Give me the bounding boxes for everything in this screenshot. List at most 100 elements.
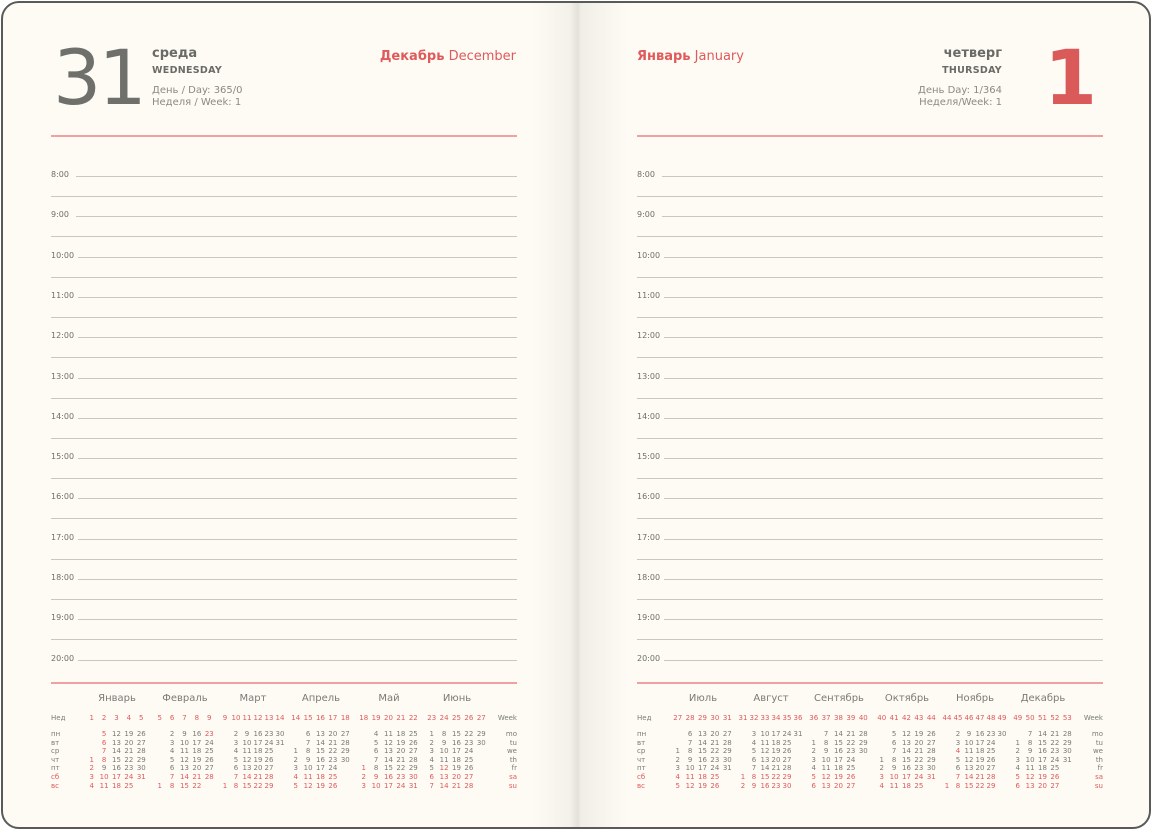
hour-line[interactable]	[662, 176, 1103, 177]
calendar-day[interactable]: 6	[233, 764, 239, 773]
calendar-day[interactable]: 2	[879, 764, 884, 773]
calendar-day[interactable]: 13	[439, 773, 449, 781]
calendar-day[interactable]: 18	[834, 764, 843, 773]
calendar-day[interactable]: 28	[408, 755, 418, 764]
calendar-day[interactable]: 26	[136, 730, 146, 738]
calendar-day[interactable]: 14	[439, 781, 449, 790]
calendar-day[interactable]: 2	[233, 730, 239, 738]
calendar-day[interactable]: 20	[834, 781, 843, 790]
calendar-day[interactable]: 31	[275, 738, 285, 747]
calendar-day[interactable]: 6	[891, 738, 897, 747]
calendar-day[interactable]: 1	[879, 755, 884, 764]
calendar-day[interactable]: 15	[452, 730, 461, 738]
hour-line[interactable]	[76, 458, 517, 460]
half-hour-line[interactable]	[51, 196, 517, 197]
hour-line[interactable]	[662, 538, 1103, 540]
calendar-day[interactable]: 4	[811, 764, 816, 773]
hour-line[interactable]	[76, 256, 517, 258]
calendar-day[interactable]: 7	[429, 781, 434, 790]
calendar-day[interactable]: 1	[811, 738, 816, 747]
calendar-day[interactable]: 9	[1027, 747, 1033, 756]
hour-line[interactable]	[662, 579, 1103, 580]
calendar-day[interactable]: 17	[192, 738, 202, 747]
calendar-day[interactable]: 3	[751, 730, 757, 738]
calendar-day[interactable]: 22	[710, 747, 720, 756]
calendar-day[interactable]: 3	[233, 738, 239, 747]
calendar-day[interactable]: 19	[124, 730, 134, 738]
calendar-day[interactable]: 18	[1038, 764, 1047, 773]
calendar-day[interactable]: 9	[966, 730, 972, 738]
calendar-day[interactable]: 22	[253, 781, 263, 790]
calendar-day[interactable]: 7	[891, 747, 897, 756]
calendar-day[interactable]: 23	[396, 773, 406, 781]
calendar-day[interactable]: 13	[112, 738, 121, 747]
calendar-day[interactable]: 24	[1050, 755, 1060, 764]
calendar-day[interactable]: 9	[441, 738, 447, 747]
calendar-day[interactable]: 28	[986, 773, 996, 781]
calendar-day[interactable]: 18	[771, 738, 781, 747]
calendar-day[interactable]: 27	[340, 730, 350, 738]
calendar-day[interactable]: 29	[136, 755, 146, 764]
calendar-day[interactable]: 4	[429, 755, 434, 764]
calendar-day[interactable]: 1	[675, 747, 680, 756]
calendar-day[interactable]: 24	[710, 764, 720, 773]
calendar-day[interactable]: 21	[710, 738, 720, 747]
calendar-day[interactable]: 24	[846, 755, 856, 764]
calendar-day[interactable]: 17	[253, 738, 263, 747]
calendar-day[interactable]: 28	[204, 773, 214, 781]
calendar-day[interactable]: 1	[944, 781, 950, 790]
calendar-day[interactable]: 11	[439, 755, 449, 764]
half-hour-line[interactable]	[51, 357, 517, 359]
calendar-day[interactable]: 11	[760, 738, 770, 747]
calendar-day[interactable]: 28	[340, 738, 350, 747]
calendar-day[interactable]: 18	[452, 755, 461, 764]
calendar-day[interactable]: 15	[384, 764, 393, 773]
calendar-day[interactable]: 7	[1027, 730, 1033, 738]
calendar-day[interactable]: 12	[1025, 773, 1035, 781]
calendar-day[interactable]: 23	[464, 738, 474, 747]
calendar-day[interactable]: 28	[464, 781, 474, 790]
calendar-day[interactable]: 15	[242, 781, 252, 790]
calendar-day[interactable]: 15	[316, 747, 325, 756]
calendar-day[interactable]: 23	[846, 747, 856, 756]
calendar-day[interactable]: 22	[124, 755, 134, 764]
calendar-day[interactable]: 14	[384, 755, 393, 764]
calendar-day[interactable]: 25	[914, 781, 924, 790]
calendar-day[interactable]: 9	[687, 755, 693, 764]
calendar-day[interactable]: 15	[112, 755, 121, 764]
calendar-day[interactable]: 1	[429, 730, 434, 738]
calendar-day[interactable]: 13	[316, 730, 325, 738]
calendar-day[interactable]: 24	[204, 738, 214, 747]
calendar-day[interactable]: 21	[253, 773, 263, 781]
calendar-day[interactable]: 8	[233, 781, 239, 790]
calendar-day[interactable]: 26	[710, 781, 720, 790]
calendar-day[interactable]: 5	[891, 730, 897, 738]
calendar-day[interactable]: 4	[1015, 764, 1020, 773]
calendar-day[interactable]: 25	[710, 773, 720, 781]
calendar-day[interactable]: 18	[396, 730, 406, 738]
calendar-day[interactable]: 19	[1038, 773, 1047, 781]
calendar-day[interactable]: 11	[889, 781, 899, 790]
calendar-day[interactable]: 12	[303, 781, 313, 790]
half-hour-line[interactable]	[637, 639, 1103, 641]
calendar-day[interactable]: 5	[811, 773, 816, 781]
calendar-day[interactable]: 19	[771, 747, 781, 756]
calendar-day[interactable]: 19	[192, 755, 202, 764]
calendar-day[interactable]: 16	[452, 738, 461, 747]
calendar-day[interactable]: 12	[964, 755, 974, 764]
calendar-day[interactable]: 22	[396, 764, 406, 773]
calendar-day[interactable]: 26	[1050, 773, 1060, 781]
calendar-day[interactable]: 24	[464, 747, 474, 756]
calendar-day[interactable]: 24	[264, 738, 274, 747]
calendar-day[interactable]: 12	[760, 747, 770, 756]
calendar-day[interactable]: 9	[182, 730, 187, 738]
calendar-day[interactable]: 29	[476, 730, 486, 738]
calendar-day[interactable]: 22	[771, 773, 781, 781]
calendar-day[interactable]: 14	[1038, 730, 1047, 738]
hour-line[interactable]	[662, 458, 1103, 460]
calendar-day[interactable]: 17	[1038, 755, 1047, 764]
calendar-day[interactable]: 20	[1038, 781, 1047, 790]
calendar-day[interactable]: 9	[891, 764, 897, 773]
calendar-day[interactable]: 3	[169, 738, 175, 747]
hour-line[interactable]	[662, 216, 1103, 218]
